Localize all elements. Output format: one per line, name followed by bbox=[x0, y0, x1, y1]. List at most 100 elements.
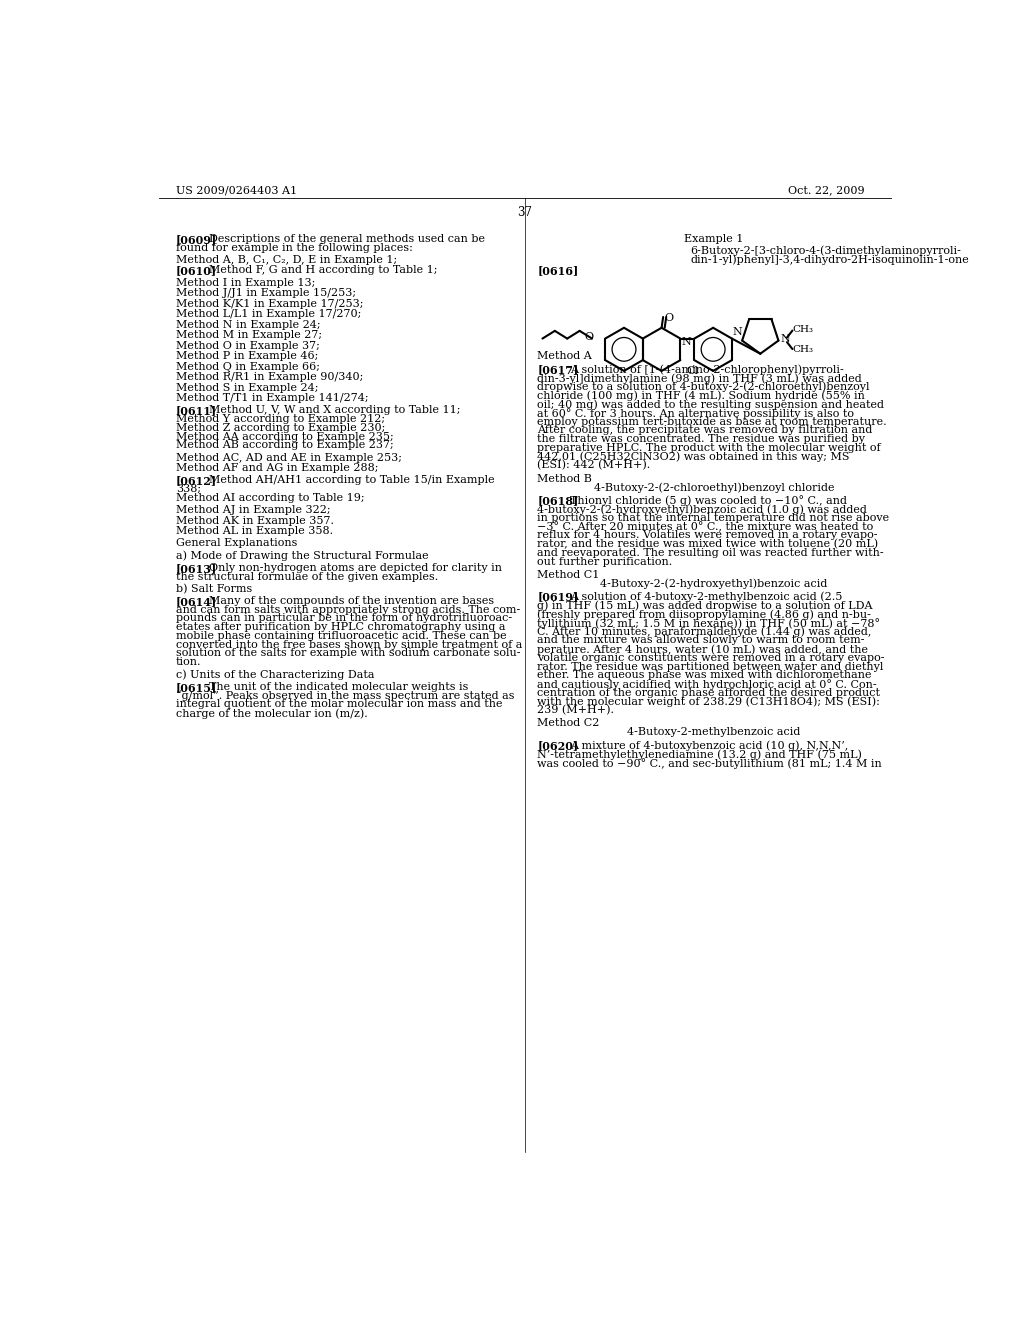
Text: Method T/T1 in Example 141/274;: Method T/T1 in Example 141/274; bbox=[176, 393, 369, 403]
Text: oil; 40 mg) was added to the resulting suspension and heated: oil; 40 mg) was added to the resulting s… bbox=[538, 399, 884, 409]
Text: was cooled to −90° C., and sec-butyllithium (81 mL; 1.4 M in: was cooled to −90° C., and sec-butyllith… bbox=[538, 758, 882, 768]
Text: Method AL in Example 358.: Method AL in Example 358. bbox=[176, 525, 333, 536]
Text: CH₃: CH₃ bbox=[793, 346, 813, 354]
Text: b) Salt Forms: b) Salt Forms bbox=[176, 583, 252, 594]
Text: mobile phase containing trifluoroacetic acid. These can be: mobile phase containing trifluoroacetic … bbox=[176, 631, 507, 642]
Text: 37: 37 bbox=[517, 206, 532, 219]
Text: A solution of [1-(4-amino-2-chlorophenyl)pyrroli-: A solution of [1-(4-amino-2-chlorophenyl… bbox=[569, 364, 844, 375]
Text: The unit of the indicated molecular weights is: The unit of the indicated molecular weig… bbox=[209, 681, 468, 692]
Text: charge of the molecular ion (m/z).: charge of the molecular ion (m/z). bbox=[176, 708, 368, 718]
Text: din-3-yl]dimethylamine (98 mg) in THF (3 mL) was added: din-3-yl]dimethylamine (98 mg) in THF (3… bbox=[538, 374, 862, 384]
Text: [0609]: [0609] bbox=[176, 234, 217, 246]
Text: reflux for 4 hours. Volatiles were removed in a rotary evapo-: reflux for 4 hours. Volatiles were remov… bbox=[538, 531, 878, 540]
Text: Method Y according to Example 212;: Method Y according to Example 212; bbox=[176, 414, 385, 424]
Text: [0615]: [0615] bbox=[176, 681, 217, 693]
Text: [0613]: [0613] bbox=[176, 562, 217, 574]
Text: Method J/J1 in Example 15/253;: Method J/J1 in Example 15/253; bbox=[176, 288, 356, 298]
Text: chloride (100 mg) in THF (4 mL). Sodium hydride (55% in: chloride (100 mg) in THF (4 mL). Sodium … bbox=[538, 391, 865, 401]
Text: [0618]: [0618] bbox=[538, 495, 579, 507]
Text: N: N bbox=[780, 334, 791, 345]
Text: Method AJ in Example 322;: Method AJ in Example 322; bbox=[176, 506, 331, 515]
Text: N: N bbox=[733, 327, 742, 337]
Text: Method AH/AH1 according to Table 15/in Example: Method AH/AH1 according to Table 15/in E… bbox=[209, 475, 495, 486]
Text: Only non-hydrogen atoms are depicted for clarity in: Only non-hydrogen atoms are depicted for… bbox=[209, 562, 502, 573]
Text: preparative HPLC. The product with the molecular weight of: preparative HPLC. The product with the m… bbox=[538, 444, 881, 453]
Text: solution of the salts for example with sodium carbonate solu-: solution of the salts for example with s… bbox=[176, 648, 520, 659]
Text: Method AA according to Example 235;: Method AA according to Example 235; bbox=[176, 432, 394, 442]
Text: c) Units of the Characterizing Data: c) Units of the Characterizing Data bbox=[176, 669, 375, 680]
Text: rator. The residue was partitioned between water and diethyl: rator. The residue was partitioned betwe… bbox=[538, 661, 884, 672]
Text: [0612]: [0612] bbox=[176, 475, 217, 486]
Text: A solution of 4-butoxy-2-methylbenzoic acid (2.5: A solution of 4-butoxy-2-methylbenzoic a… bbox=[569, 591, 842, 602]
Text: Method F, G and H according to Table 1;: Method F, G and H according to Table 1; bbox=[209, 265, 437, 276]
Text: Method K/K1 in Example 17/253;: Method K/K1 in Example 17/253; bbox=[176, 298, 364, 309]
Text: CH₃: CH₃ bbox=[793, 325, 813, 334]
Text: and reevaporated. The resulting oil was reacted further with-: and reevaporated. The resulting oil was … bbox=[538, 548, 884, 558]
Text: [0619]: [0619] bbox=[538, 591, 579, 603]
Text: Method AF and AG in Example 288;: Method AF and AG in Example 288; bbox=[176, 463, 379, 473]
Text: US 2009/0264403 A1: US 2009/0264403 A1 bbox=[176, 185, 297, 195]
Text: etates after purification by HPLC chromatography using a: etates after purification by HPLC chroma… bbox=[176, 622, 506, 632]
Text: centration of the organic phase afforded the desired product: centration of the organic phase afforded… bbox=[538, 688, 881, 698]
Text: 4-Butoxy-2-(2-hydroxyethyl)benzoic acid: 4-Butoxy-2-(2-hydroxyethyl)benzoic acid bbox=[600, 578, 827, 589]
Text: Method L/L1 in Example 17/270;: Method L/L1 in Example 17/270; bbox=[176, 309, 361, 319]
Text: Oct. 22, 2009: Oct. 22, 2009 bbox=[787, 185, 864, 195]
Text: [0611]: [0611] bbox=[176, 405, 217, 416]
Text: the structural formulae of the given examples.: the structural formulae of the given exa… bbox=[176, 572, 438, 582]
Text: A mixture of 4-butoxybenzoic acid (10 g), N,N,N’,: A mixture of 4-butoxybenzoic acid (10 g)… bbox=[569, 741, 848, 751]
Text: Method A: Method A bbox=[538, 351, 592, 362]
Text: Method N in Example 24;: Method N in Example 24; bbox=[176, 319, 321, 330]
Text: in portions so that the internal temperature did not rise above: in portions so that the internal tempera… bbox=[538, 513, 889, 523]
Text: [0610]: [0610] bbox=[176, 265, 217, 276]
Text: N’-tetramethylethylenediamine (13.2 g) and THF (75 mL): N’-tetramethylethylenediamine (13.2 g) a… bbox=[538, 748, 862, 759]
Text: [0614]: [0614] bbox=[176, 597, 217, 607]
Text: Method R/R1 in Example 90/340;: Method R/R1 in Example 90/340; bbox=[176, 372, 364, 381]
Text: perature. After 4 hours, water (10 mL) was added, and the: perature. After 4 hours, water (10 mL) w… bbox=[538, 644, 868, 655]
Text: Method M in Example 27;: Method M in Example 27; bbox=[176, 330, 323, 341]
Text: Method Z according to Example 230;: Method Z according to Example 230; bbox=[176, 422, 385, 433]
Text: dropwise to a solution of 4-butoxy-2-(2-chloroethyl)benzoyl: dropwise to a solution of 4-butoxy-2-(2-… bbox=[538, 381, 869, 392]
Text: Descriptions of the general methods used can be: Descriptions of the general methods used… bbox=[209, 234, 484, 244]
Text: Method S in Example 24;: Method S in Example 24; bbox=[176, 383, 318, 392]
Text: General Explanations: General Explanations bbox=[176, 539, 297, 548]
Text: (freshly prepared from diisopropylamine (4.86 g) and n-bu-: (freshly prepared from diisopropylamine … bbox=[538, 609, 871, 619]
Text: and can form salts with appropriately strong acids. The com-: and can form salts with appropriately st… bbox=[176, 605, 520, 615]
Text: out further purification.: out further purification. bbox=[538, 557, 673, 566]
Text: and the mixture was allowed slowly to warm to room tem-: and the mixture was allowed slowly to wa… bbox=[538, 635, 864, 645]
Text: Method I in Example 13;: Method I in Example 13; bbox=[176, 277, 315, 288]
Text: Method O in Example 37;: Method O in Example 37; bbox=[176, 341, 319, 351]
Text: Method U, V, W and X according to Table 11;: Method U, V, W and X according to Table … bbox=[209, 405, 460, 416]
Text: pounds can in particular be in the form of hydrotrifluoroac-: pounds can in particular be in the form … bbox=[176, 614, 512, 623]
Text: “g/mol”. Peaks observed in the mass spectrum are stated as: “g/mol”. Peaks observed in the mass spec… bbox=[176, 690, 514, 701]
Text: Method AC, AD and AE in Example 253;: Method AC, AD and AE in Example 253; bbox=[176, 453, 402, 462]
Text: O: O bbox=[664, 313, 673, 323]
Text: Method AB according to Example 237;: Method AB according to Example 237; bbox=[176, 441, 394, 450]
Text: 4-butoxy-2-(2-hydroxyethyl)benzoic acid (1.0 g) was added: 4-butoxy-2-(2-hydroxyethyl)benzoic acid … bbox=[538, 504, 867, 515]
Text: at 60° C. for 3 hours. An alternative possibility is also to: at 60° C. for 3 hours. An alternative po… bbox=[538, 408, 854, 418]
Text: Method B: Method B bbox=[538, 474, 592, 483]
Text: Method AK in Example 357.: Method AK in Example 357. bbox=[176, 516, 334, 525]
Text: C. After 10 minutes, paraformaldehyde (1.44 g) was added,: C. After 10 minutes, paraformaldehyde (1… bbox=[538, 627, 871, 638]
Text: Method C2: Method C2 bbox=[538, 718, 600, 729]
Text: After cooling, the precipitate was removed by filtration and: After cooling, the precipitate was remov… bbox=[538, 425, 872, 436]
Text: Method AI according to Table 19;: Method AI according to Table 19; bbox=[176, 492, 365, 503]
Text: Method Q in Example 66;: Method Q in Example 66; bbox=[176, 362, 321, 371]
Text: [0617]: [0617] bbox=[538, 364, 579, 375]
Text: tyllithium (32 mL; 1.5 M in hexane)) in THF (50 mL) at −78°: tyllithium (32 mL; 1.5 M in hexane)) in … bbox=[538, 618, 881, 628]
Text: Method C1: Method C1 bbox=[538, 570, 600, 579]
Text: −3° C. After 20 minutes at 0° C., the mixture was heated to: −3° C. After 20 minutes at 0° C., the mi… bbox=[538, 521, 873, 532]
Text: tion.: tion. bbox=[176, 657, 202, 667]
Text: Cl: Cl bbox=[686, 366, 698, 376]
Text: 4-Butoxy-2-(2-chloroethyl)benzoyl chloride: 4-Butoxy-2-(2-chloroethyl)benzoyl chlori… bbox=[594, 482, 835, 492]
Text: 442.01 (C25H32ClN3O2) was obtained in this way; MS: 442.01 (C25H32ClN3O2) was obtained in th… bbox=[538, 451, 850, 462]
Text: [0616]: [0616] bbox=[538, 265, 579, 276]
Text: Method A, B, C₁, C₂, D, E in Example 1;: Method A, B, C₁, C₂, D, E in Example 1; bbox=[176, 255, 397, 265]
Text: Many of the compounds of the invention are bases: Many of the compounds of the invention a… bbox=[209, 597, 494, 606]
Text: 6-Butoxy-2-[3-chloro-4-(3-dimethylaminopyrroli-: 6-Butoxy-2-[3-chloro-4-(3-dimethylaminop… bbox=[690, 246, 962, 256]
Text: rator, and the residue was mixed twice with toluene (20 mL): rator, and the residue was mixed twice w… bbox=[538, 539, 879, 549]
Text: Thionyl chloride (5 g) was cooled to −10° C., and: Thionyl chloride (5 g) was cooled to −10… bbox=[569, 495, 847, 507]
Text: [0620]: [0620] bbox=[538, 741, 579, 751]
Text: ether. The aqueous phase was mixed with dichloromethane: ether. The aqueous phase was mixed with … bbox=[538, 671, 871, 680]
Text: Method P in Example 46;: Method P in Example 46; bbox=[176, 351, 318, 362]
Text: integral quotient of the molar molecular ion mass and the: integral quotient of the molar molecular… bbox=[176, 700, 503, 709]
